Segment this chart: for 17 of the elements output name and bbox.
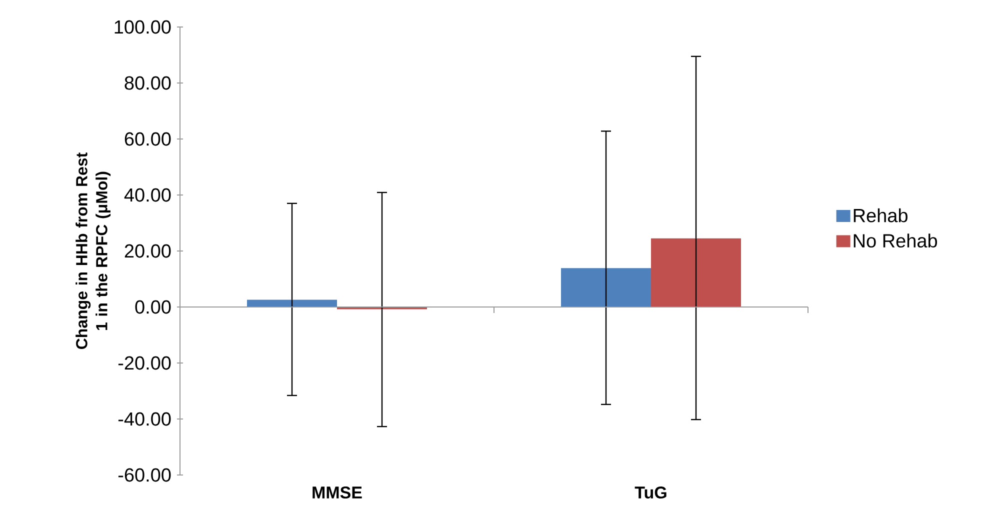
y-tick-label: 20.00: [124, 244, 171, 258]
y-tick-label: -20.00: [118, 356, 171, 370]
y-tick-label: 0.00: [135, 300, 171, 314]
y-tick-label: 60.00: [124, 132, 171, 146]
y-tick-label: -40.00: [118, 412, 171, 426]
y-tick-label: 80.00: [124, 76, 171, 90]
legend-label: Rehab: [854, 208, 908, 222]
x-tick-label: MMSE: [312, 486, 362, 499]
bar: [247, 300, 338, 307]
y-tick-label: 40.00: [124, 188, 171, 202]
y-axis-title: Change in HHb from Rest 1 in the RPFC (μMol): [76, 152, 111, 350]
y-tick-label: 100.00: [114, 20, 171, 34]
bar: [651, 238, 742, 307]
bar: [561, 268, 652, 307]
x-tick-label: TuG: [634, 486, 666, 499]
y-tick-label: -60.00: [118, 468, 171, 482]
legend-label: No Rehab: [854, 234, 938, 248]
